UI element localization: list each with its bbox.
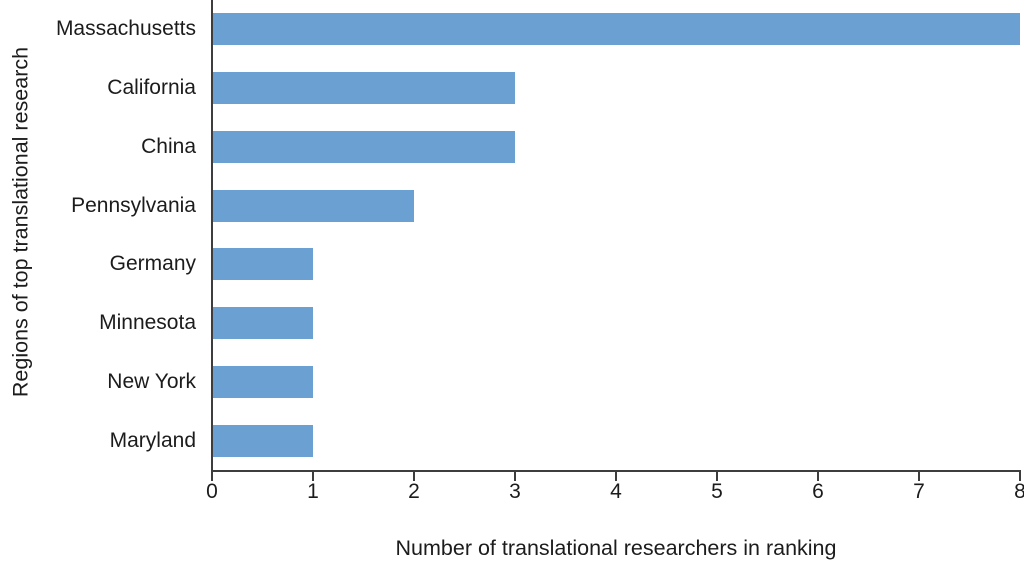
x-axis-title: Number of translational researchers in r… <box>395 536 837 560</box>
x-tick-label-1: 1 <box>307 480 319 503</box>
x-tick-label-4: 4 <box>610 480 622 503</box>
bar-new-york <box>212 365 313 398</box>
x-tick-mark-5 <box>716 472 718 481</box>
x-tick-mark-2 <box>413 472 415 481</box>
bar-china <box>212 130 515 163</box>
bar-minnesota <box>212 307 313 340</box>
category-label-china: China <box>141 134 196 158</box>
x-tick-label-8: 8 <box>1014 480 1024 503</box>
x-tick-mark-1 <box>312 472 314 481</box>
x-tick-mark-7 <box>918 472 920 481</box>
x-tick-mark-8 <box>1019 472 1021 481</box>
y-axis-line <box>211 0 213 472</box>
x-tick-mark-0 <box>211 472 213 481</box>
x-tick-label-0: 0 <box>206 480 218 503</box>
category-label-minnesota: Minnesota <box>99 311 196 335</box>
x-tick-mark-3 <box>514 472 516 481</box>
category-label-germany: Germany <box>109 252 196 276</box>
x-tick-mark-6 <box>817 472 819 481</box>
category-label-new-york: New York <box>107 369 196 393</box>
x-tick-label-5: 5 <box>711 480 723 503</box>
bar-maryland <box>212 424 313 457</box>
x-tick-label-6: 6 <box>812 480 824 503</box>
category-labels: Massachusetts California China Pennsylvania… <box>0 0 204 470</box>
bar-california <box>212 72 515 105</box>
x-axis-line <box>211 470 1021 472</box>
x-tick-label-2: 2 <box>408 480 420 503</box>
x-tick-mark-4 <box>615 472 617 481</box>
bar-massachusetts <box>212 13 1020 46</box>
category-label-massachusetts: Massachusetts <box>55 17 196 41</box>
plot-area: 0 1 2 3 4 5 6 7 8 <box>206 0 1024 503</box>
category-label-california: California <box>107 76 196 100</box>
bar-pennsylvania <box>212 189 414 222</box>
category-label-pennsylvania: Pennsylvania <box>71 193 196 217</box>
x-tick-label-7: 7 <box>913 480 925 503</box>
category-label-maryland: Maryland <box>109 428 196 452</box>
x-tick-label-3: 3 <box>509 480 521 503</box>
bar-germany <box>212 248 313 281</box>
